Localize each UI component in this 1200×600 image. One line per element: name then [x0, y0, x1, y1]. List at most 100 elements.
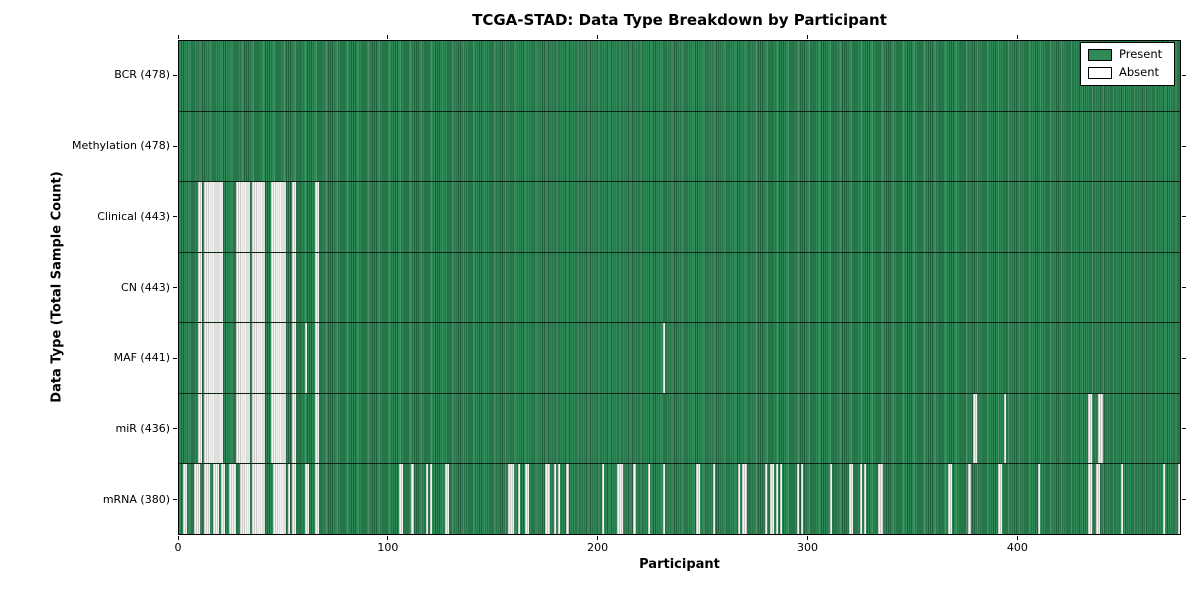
absent-stripe-miR — [252, 393, 265, 464]
tick-mark — [387, 536, 389, 540]
absent-stripe-MAF — [204, 323, 223, 393]
absent-stripe-mRNA — [738, 464, 741, 535]
ytick-label-MAF: MAF (441) — [113, 351, 170, 365]
absent-stripe-MAF — [271, 323, 286, 393]
absent-stripe-mRNA — [696, 464, 701, 535]
tick-mark — [1182, 216, 1186, 218]
row-mRNA — [179, 464, 1180, 535]
tick-mark — [173, 74, 177, 76]
tick-mark — [177, 35, 179, 39]
absent-stripe-mRNA — [769, 464, 774, 535]
absent-stripe-CN — [204, 252, 223, 323]
absent-stripe-mRNA — [1163, 464, 1166, 535]
xtick-label-100: 100 — [377, 541, 399, 554]
absent-stripe-miR — [271, 393, 286, 464]
legend-item-present: Present — [1088, 49, 1167, 61]
absent-stripe-mRNA — [602, 464, 605, 535]
xtick-label-400: 400 — [1006, 541, 1028, 554]
absent-stripe-MAF — [315, 323, 320, 393]
absent-stripe-MAF — [235, 323, 251, 393]
absent-stripe-mRNA — [830, 464, 833, 535]
absent-stripe-mRNA — [545, 464, 550, 535]
legend-label-absent: Absent — [1119, 65, 1160, 80]
legend-item-absent: Absent — [1088, 67, 1167, 79]
absent-stripe-mRNA — [775, 464, 778, 535]
absent-stripe-mRNA — [292, 464, 297, 535]
absent-stripe-MAF — [292, 323, 297, 393]
absent-stripe-Clinical — [235, 182, 251, 252]
absent-stripe-mRNA — [780, 464, 783, 535]
absent-stripe-mRNA — [997, 464, 1002, 535]
absent-stripe-miR — [197, 393, 203, 464]
tick-mark — [1182, 499, 1186, 501]
absent-stripe-mRNA — [616, 464, 623, 535]
ytick-label-CN: CN (443) — [121, 280, 170, 294]
tick-mark — [1016, 536, 1018, 540]
absent-stripe-mRNA — [878, 464, 883, 535]
xtick-label-300: 300 — [796, 541, 818, 554]
absent-stripe-mRNA — [193, 464, 200, 535]
absent-stripe-CN — [197, 252, 203, 323]
absent-stripe-mRNA — [287, 464, 290, 535]
absent-stripe-mRNA — [315, 464, 320, 535]
tick-mark — [177, 536, 179, 540]
xtick-label-200: 200 — [587, 541, 609, 554]
tick-mark — [173, 499, 177, 501]
ytick-label-Clinical: Clinical (443) — [97, 209, 170, 223]
absent-stripe-MAF — [304, 323, 307, 393]
ytick-label-mRNA: mRNA (380) — [102, 492, 170, 506]
tick-mark — [173, 357, 177, 359]
absent-stripe-MAF — [252, 323, 265, 393]
tick-mark — [173, 145, 177, 147]
absent-stripe-mRNA — [800, 464, 804, 535]
absent-stripe-mRNA — [524, 464, 529, 535]
legend: Present Absent — [1080, 42, 1175, 86]
tick-mark — [387, 35, 389, 39]
absent-stripe-CN — [271, 252, 286, 323]
absent-stripe-mRNA — [796, 464, 799, 535]
tick-mark — [1182, 357, 1186, 359]
absent-stripe-Clinical — [292, 182, 297, 252]
absent-stripe-CN — [252, 252, 265, 323]
absent-stripe-mRNA — [430, 464, 433, 535]
absent-stripe-mRNA — [1087, 464, 1093, 535]
absent-stripe-Clinical — [252, 182, 265, 252]
absent-stripe-mRNA — [204, 464, 211, 535]
absent-stripe-mRNA — [1096, 464, 1101, 535]
absent-stripe-mRNA — [1177, 464, 1180, 535]
absent-stripe-miR — [235, 393, 251, 464]
row-CN — [179, 252, 1180, 324]
absent-stripe-mRNA — [863, 464, 866, 535]
tick-mark — [1182, 145, 1186, 147]
absent-stripe-mRNA — [304, 464, 309, 535]
absent-stripe-miR — [315, 393, 320, 464]
tick-mark — [1182, 428, 1186, 430]
plot-area — [178, 40, 1181, 535]
absent-stripe-MAF — [197, 323, 203, 393]
absent-stripe-CN — [315, 252, 320, 323]
tick-mark — [806, 536, 808, 540]
absent-stripe-mRNA — [968, 464, 971, 535]
absent-stripe-mRNA — [765, 464, 768, 535]
row-Methylation — [179, 111, 1180, 183]
chart-title: TCGA-STAD: Data Type Breakdown by Partic… — [472, 11, 887, 29]
absent-stripe-mRNA — [662, 464, 665, 535]
absent-stripe-Clinical — [197, 182, 203, 252]
absent-stripe-mRNA — [220, 464, 226, 535]
absent-stripe-mRNA — [553, 464, 556, 535]
absent-stripe-mRNA — [558, 464, 561, 535]
tick-mark — [173, 287, 177, 288]
absent-stripe-Clinical — [271, 182, 286, 252]
legend-label-present: Present — [1119, 47, 1163, 62]
tick-mark — [597, 536, 599, 540]
absent-stripe-mRNA — [252, 464, 265, 535]
tick-mark — [597, 35, 599, 39]
x-axis-label: Participant — [639, 557, 720, 572]
absent-stripe-mRNA — [229, 464, 236, 535]
absent-stripe-miR — [1098, 393, 1103, 464]
absent-stripe-miR — [204, 393, 223, 464]
present-swatch-icon — [1088, 49, 1112, 61]
absent-stripe-mRNA — [183, 464, 188, 535]
absent-stripe-mRNA — [273, 464, 286, 535]
absent-stripe-mRNA — [859, 464, 862, 535]
